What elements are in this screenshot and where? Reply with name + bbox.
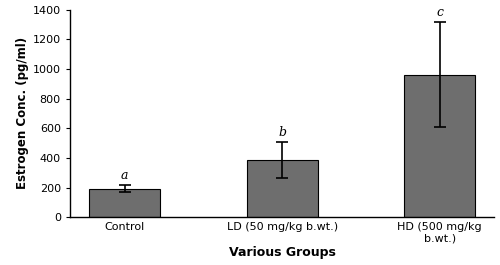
X-axis label: Various Groups: Various Groups bbox=[228, 246, 336, 259]
Bar bbox=[246, 160, 318, 217]
Text: c: c bbox=[436, 6, 443, 19]
Bar bbox=[404, 74, 475, 217]
Y-axis label: Estrogen Conc. (pg/ml): Estrogen Conc. (pg/ml) bbox=[16, 37, 28, 189]
Text: b: b bbox=[278, 126, 286, 139]
Bar bbox=[89, 189, 160, 217]
Text: a: a bbox=[121, 169, 128, 182]
